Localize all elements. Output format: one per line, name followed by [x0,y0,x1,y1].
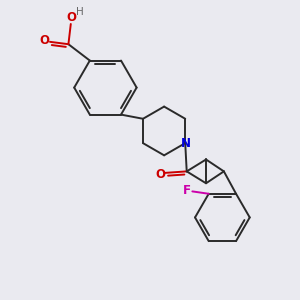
Text: H: H [76,7,84,16]
Text: O: O [155,168,165,181]
Text: F: F [182,184,190,197]
Text: O: O [40,34,50,47]
Text: O: O [66,11,76,24]
Text: N: N [181,137,191,150]
